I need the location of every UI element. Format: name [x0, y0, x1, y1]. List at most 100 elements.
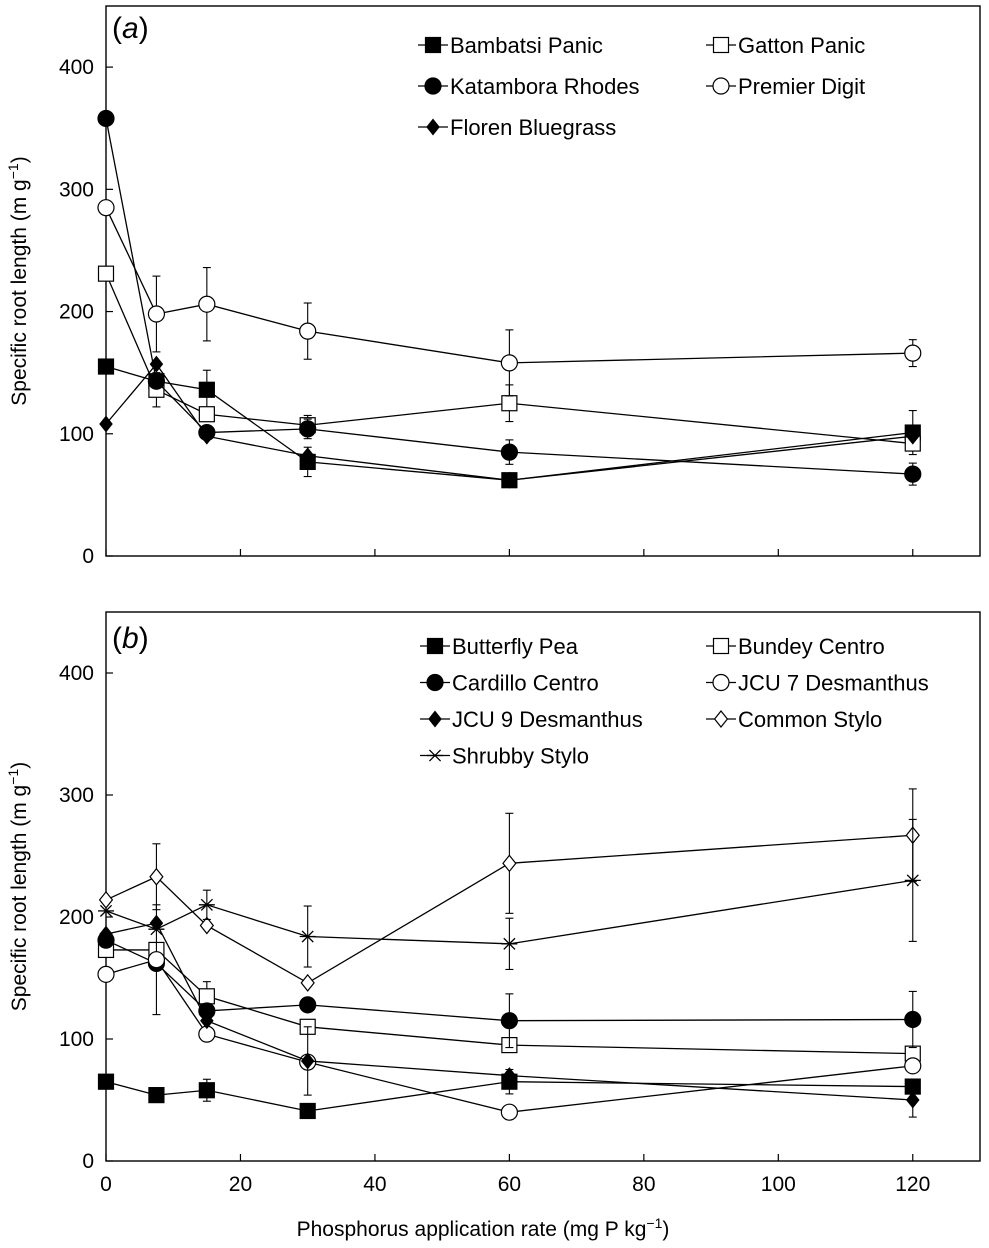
data-point — [500, 443, 518, 461]
legend-item-bundey-centro: Bundey Centro — [706, 634, 885, 659]
y-tick-label: 400 — [59, 56, 94, 79]
data-point — [149, 355, 164, 373]
legend-item-common-stylo: Common Stylo — [706, 707, 882, 732]
legend-item-shrubby-stylo: Shrubby Stylo — [420, 744, 589, 769]
data-point — [502, 854, 517, 873]
data-point — [198, 381, 215, 398]
panel-label: (b) — [112, 622, 149, 655]
data-point — [97, 199, 115, 217]
legend-label: Bundey Centro — [738, 634, 885, 659]
data-point — [300, 1052, 315, 1070]
legend-marker — [712, 36, 730, 54]
panel-label-close: ) — [139, 622, 149, 655]
series-floren-bluegrass — [99, 355, 920, 489]
data-point — [501, 395, 518, 412]
legend-marker — [424, 77, 442, 95]
panel-b: 0 100 200 300 400 0 20 40 60 80 100 120 Specific roo… — [5, 611, 981, 1241]
x-tick-label: 60 — [498, 1173, 521, 1196]
y-axis-title-sup: −1 — [5, 769, 21, 785]
y-tick-label: 300 — [59, 784, 94, 807]
legend-marker-stroke — [428, 749, 442, 762]
legend-item-floren-bluegrass: Floren Bluegrass — [418, 115, 616, 140]
legend-item-bambatsi-panic: Bambatsi Panic — [418, 33, 603, 58]
series-jcu-9-desmanthus — [99, 914, 920, 1118]
legend-label: Katambora Rhodes — [450, 74, 640, 99]
legend-marker — [426, 673, 444, 692]
data-point — [198, 1082, 215, 1099]
data-point — [904, 1057, 922, 1075]
panel-label-close: ) — [139, 12, 149, 45]
panel-label-letter: b — [122, 622, 139, 655]
data-point — [97, 358, 115, 375]
data-point — [200, 1012, 214, 1030]
series-line — [105, 118, 913, 475]
y-axis-title-text: Specific root length (m g — [8, 179, 31, 405]
y-axis-title-close: ) — [8, 156, 31, 163]
x-axis-title-sup: −1 — [646, 1215, 662, 1231]
data-point — [97, 965, 115, 983]
y-tick-label: 0 — [82, 1150, 94, 1173]
legend-marker — [428, 710, 442, 728]
data-point — [500, 1012, 518, 1030]
legend-item-butterfly-pea: Butterfly Pea — [420, 634, 579, 659]
data-point — [300, 447, 315, 465]
data-point-stroke — [503, 937, 516, 950]
data-point — [904, 1010, 922, 1029]
legend-item-cardillo-centro: Cardillo Centro — [420, 671, 599, 696]
legend-item-gatton-panic: Gatton Panic — [706, 33, 865, 58]
legend-marker — [426, 637, 444, 655]
data-point — [147, 951, 166, 969]
plot-frame — [105, 611, 981, 1162]
x-axis-title-text: Phosphorus application rate (mg P kg — [297, 1218, 647, 1241]
y-tick-label: 400 — [59, 662, 94, 685]
legend-item-jcu-7-desmanthus: JCU 7 Desmanthus — [706, 671, 929, 696]
data-point — [500, 1103, 518, 1121]
data-point — [198, 898, 215, 911]
legend-label: JCU 9 Desmanthus — [452, 707, 643, 732]
x-tick-label: 100 — [761, 1173, 796, 1196]
legend-label: Common Stylo — [738, 707, 882, 732]
series-line — [105, 363, 913, 481]
series-katambora-rhodes — [97, 109, 922, 486]
legend-label: Gatton Panic — [738, 33, 865, 58]
series-line — [105, 958, 913, 1113]
panel-label: (a) — [112, 12, 149, 45]
series-line — [105, 879, 913, 945]
y-axis-title: Specific root length (m g−1) — [5, 156, 31, 405]
data-point — [904, 344, 922, 362]
series-line — [105, 834, 913, 984]
legend: Butterfly Pea Bundey Centro Cardillo Centr… — [420, 634, 929, 769]
x-tick-label: 80 — [632, 1173, 655, 1196]
data-point — [97, 109, 115, 128]
data-point — [147, 372, 166, 390]
data-point — [97, 1073, 115, 1090]
y-tick-label: 0 — [82, 545, 94, 568]
y-axis-title: Specific root length (m g−1) — [5, 762, 31, 1011]
data-point — [299, 1102, 316, 1120]
legend-label: Butterfly Pea — [452, 634, 579, 659]
panel-label-open: ( — [112, 12, 122, 45]
data-point — [198, 406, 215, 423]
data-point — [300, 973, 315, 992]
legend: Bambatsi Panic Gatton Panic Katambora Rhod… — [418, 33, 865, 140]
legend-marker — [424, 36, 442, 54]
data-point — [502, 1067, 517, 1085]
data-point — [904, 874, 921, 887]
series-common-stylo — [98, 788, 920, 992]
y-axis-title-close: ) — [8, 762, 31, 769]
panel-label-open: ( — [112, 622, 122, 655]
y-tick-label: 200 — [59, 301, 94, 324]
data-point — [502, 471, 517, 489]
data-point — [299, 322, 317, 340]
y-tick-label: 200 — [59, 906, 94, 929]
legend-label: JCU 7 Desmanthus — [738, 671, 929, 696]
data-point — [199, 916, 215, 935]
data-point — [97, 265, 115, 282]
legend-marker — [712, 637, 730, 655]
legend-marker — [713, 710, 729, 728]
data-point — [198, 295, 216, 313]
series-line — [105, 922, 913, 1101]
data-point — [148, 1087, 165, 1104]
data-point — [99, 415, 113, 433]
